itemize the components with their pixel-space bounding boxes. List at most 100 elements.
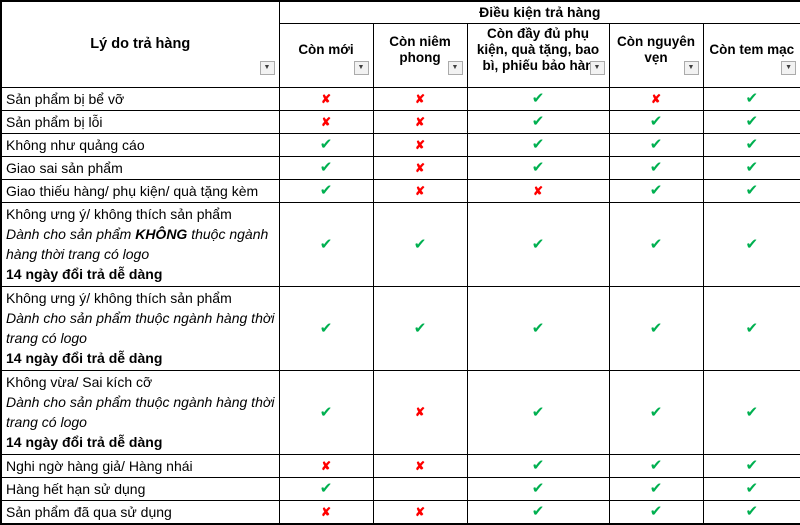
check-icon: ✔ <box>319 480 333 497</box>
condition-cell[interactable]: ✔ <box>608 201 704 287</box>
reason-cell[interactable]: Hàng hết hạn sử dụng <box>0 476 280 501</box>
condition-cell[interactable]: ✔ <box>608 476 704 501</box>
check-icon: ✔ <box>531 403 545 421</box>
condition-cell[interactable]: ✔ <box>278 476 374 501</box>
table-row: Giao thiếu hàng/ phụ kiện/ quà tặng kèm ✔… <box>0 178 800 203</box>
cross-icon: ✘ <box>320 458 332 473</box>
condition-cell[interactable]: ✘ <box>372 499 468 524</box>
check-icon: ✔ <box>319 182 333 199</box>
condition-cell[interactable]: ✘ <box>466 178 610 203</box>
check-icon: ✔ <box>319 403 333 421</box>
condition-cell[interactable]: ✔ <box>608 285 704 371</box>
reason-cell[interactable]: Không ưng ý/ không thích sản phẩm Dành ch… <box>0 201 280 287</box>
condition-cell[interactable]: ✔ <box>702 178 800 203</box>
cross-icon: ✘ <box>414 405 426 419</box>
condition-cell[interactable]: ✘ <box>372 453 468 478</box>
filter-button[interactable]: ▼ <box>589 60 605 75</box>
check-icon: ✔ <box>649 319 663 337</box>
check-icon: ✔ <box>531 113 545 130</box>
reason-cell[interactable]: Không như quảng cáo <box>0 132 280 157</box>
condition-cell[interactable]: ✔ <box>466 476 610 501</box>
condition-cell[interactable]: ✔ <box>466 201 610 287</box>
condition-cell[interactable]: ✔ <box>608 369 704 455</box>
reason-line: Dành cho sản phẩm thuộc ngành hàng thời … <box>6 310 275 346</box>
reason-cell[interactable]: Không vừa/ Sai kích cỡ Dành cho sản phẩm … <box>0 369 280 455</box>
check-icon: ✔ <box>649 136 663 153</box>
condition-cell[interactable]: ✘ <box>278 453 374 478</box>
condition-cell[interactable]: ✘ <box>372 178 468 203</box>
filter-button[interactable]: ▼ <box>447 60 463 75</box>
condition-cell[interactable]: ✘ <box>278 109 374 134</box>
condition-cell[interactable]: ✘ <box>372 109 468 134</box>
table-row: Không vừa/ Sai kích cỡ Dành cho sản phẩm … <box>0 369 800 455</box>
check-icon: ✔ <box>745 235 759 253</box>
condition-cell[interactable]: ✘ <box>278 499 374 524</box>
reason-line: Giao thiếu hàng/ phụ kiện/ quà tặng kèm <box>6 182 259 199</box>
condition-cell[interactable]: ✔ <box>702 476 800 501</box>
condition-cell[interactable]: ✘ <box>278 86 374 111</box>
reason-cell[interactable]: Không ưng ý/ không thích sản phẩm Dành ch… <box>0 285 280 371</box>
condition-cell[interactable]: ✘ <box>372 86 468 111</box>
filter-button[interactable]: ▼ <box>259 60 275 75</box>
condition-cell[interactable]: ✔ <box>466 86 610 111</box>
condition-cell[interactable]: ✔ <box>278 155 374 180</box>
condition-cell[interactable]: ✔ <box>608 178 704 203</box>
condition-cell[interactable]: ✔ <box>702 155 800 180</box>
condition-cell[interactable]: ✔ <box>608 109 704 134</box>
reason-cell[interactable]: Nghi ngờ hàng giả/ Hàng nhái <box>0 453 280 478</box>
condition-cell[interactable]: ✔ <box>278 201 374 287</box>
reason-cell[interactable]: Sản phẩm bị lỗi <box>0 109 280 134</box>
reason-line: Giao sai sản phẩm <box>6 159 123 176</box>
condition-cell[interactable]: ✔ <box>702 285 800 371</box>
condition-cell[interactable]: ✔ <box>466 109 610 134</box>
condition-cell[interactable]: ✔ <box>702 369 800 455</box>
filter-button[interactable]: ▼ <box>683 60 699 75</box>
table-row: Sản phẩm đã qua sử dụng ✘ ✘ ✔ ✔ ✔ <box>0 499 800 524</box>
condition-cell[interactable]: ✘ <box>372 132 468 157</box>
check-icon: ✔ <box>745 113 759 130</box>
condition-cell[interactable]: ✔ <box>466 453 610 478</box>
condition-cell[interactable]: ✔ <box>466 155 610 180</box>
check-icon: ✔ <box>319 159 333 176</box>
reason-cell[interactable]: Sản phẩm đã qua sử dụng <box>0 499 280 524</box>
condition-cell[interactable]: ✔ <box>702 201 800 287</box>
condition-cell[interactable]: ✔ <box>466 132 610 157</box>
reason-line: 14 ngày đổi trả dễ dàng <box>6 266 163 282</box>
reason-line: Không như quảng cáo <box>6 136 145 153</box>
condition-cell[interactable] <box>372 476 468 501</box>
condition-cell[interactable]: ✔ <box>608 453 704 478</box>
cross-icon: ✘ <box>320 504 332 519</box>
condition-cell[interactable]: ✔ <box>608 155 704 180</box>
condition-cell[interactable]: ✔ <box>466 499 610 524</box>
condition-cell[interactable]: ✔ <box>278 369 374 455</box>
condition-cell[interactable]: ✘ <box>372 369 468 455</box>
condition-cell[interactable]: ✔ <box>702 453 800 478</box>
condition-cell[interactable]: ✔ <box>278 178 374 203</box>
condition-cell[interactable]: ✔ <box>702 86 800 111</box>
reason-cell[interactable]: Giao thiếu hàng/ phụ kiện/ quà tặng kèm <box>0 178 280 203</box>
condition-cell[interactable]: ✔ <box>278 132 374 157</box>
table-row: Nghi ngờ hàng giả/ Hàng nhái ✘ ✘ ✔ ✔ ✔ <box>0 453 800 478</box>
filter-button[interactable]: ▼ <box>781 60 797 75</box>
column-header-reason: Lý do trả hàng ▼ <box>0 0 280 88</box>
condition-cell[interactable]: ✔ <box>372 201 468 287</box>
reason-cell[interactable]: Giao sai sản phẩm <box>0 155 280 180</box>
filter-arrow-icon: ▼ <box>263 64 271 71</box>
filter-button[interactable]: ▼ <box>353 60 369 75</box>
reason-line: Sản phẩm bị lỗi <box>6 113 103 130</box>
condition-cell[interactable]: ✔ <box>608 499 704 524</box>
condition-cell[interactable]: ✘ <box>608 86 704 111</box>
reason-cell[interactable]: Sản phẩm bị bể vỡ <box>0 86 280 111</box>
condition-cell[interactable]: ✔ <box>702 499 800 524</box>
check-icon: ✔ <box>649 235 663 253</box>
condition-cell[interactable]: ✘ <box>372 155 468 180</box>
condition-cell[interactable]: ✔ <box>702 109 800 134</box>
filter-arrow-icon: ▼ <box>687 64 695 71</box>
condition-cell[interactable]: ✔ <box>702 132 800 157</box>
condition-cell[interactable]: ✔ <box>372 285 468 371</box>
condition-cell[interactable]: ✔ <box>278 285 374 371</box>
condition-cell[interactable]: ✔ <box>466 369 610 455</box>
condition-cell[interactable]: ✔ <box>466 285 610 371</box>
condition-cell[interactable]: ✔ <box>608 132 704 157</box>
